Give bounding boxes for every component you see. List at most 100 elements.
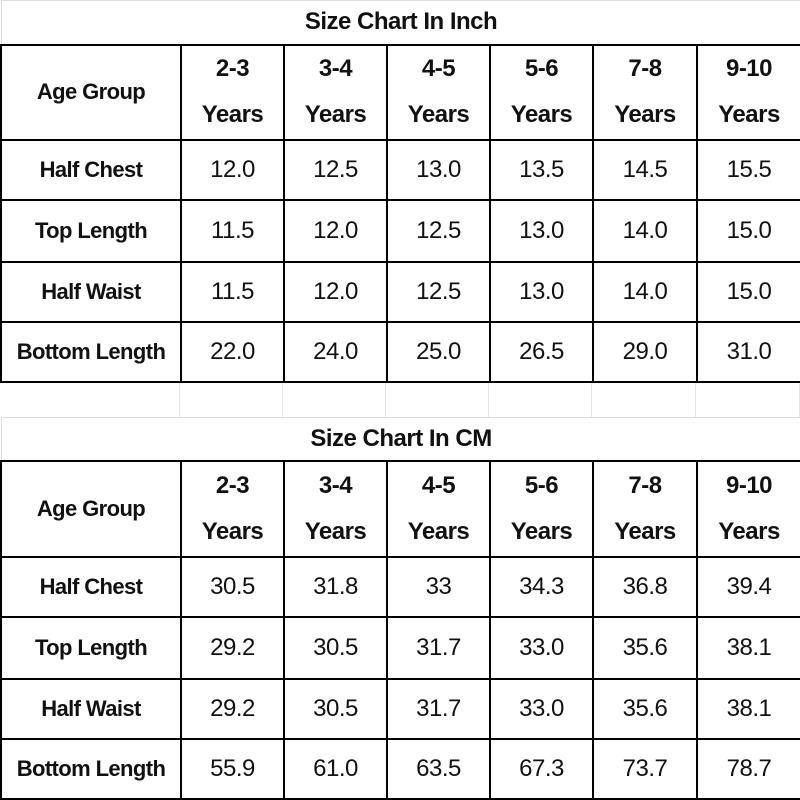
- data-row: Bottom Length 55.9 61.0 63.5 67.3 73.7 78.7: [0, 737, 800, 800]
- row-label: Half Waist: [0, 260, 182, 323]
- row-label: Bottom Length: [0, 320, 182, 383]
- header-label: 7-8 Years: [614, 55, 676, 128]
- cell-value: 29.2: [180, 615, 285, 680]
- header-cell: 9-10 Years: [695, 459, 800, 558]
- data-row: Top Length 29.2 30.5 31.7 33.0 35.6 38.1: [0, 615, 800, 680]
- cell-value: 12.0: [283, 260, 388, 323]
- header-label: 5-6 Years: [510, 471, 573, 545]
- cell-value: 35.6: [592, 615, 698, 680]
- cell-value: 11.5: [180, 260, 285, 323]
- header-label: 4-5 Years: [407, 55, 470, 128]
- cell-value: 29.2: [180, 677, 285, 740]
- header-cell: Age Group: [0, 459, 182, 558]
- cell-value: 78.7: [695, 737, 800, 800]
- cell-value: 39.4: [695, 555, 800, 618]
- cell-value: 22.0: [180, 320, 285, 383]
- header-label: 9-10 Years: [718, 471, 780, 545]
- header-cell: 5-6 Years: [489, 459, 594, 558]
- header-cell: Age Group: [0, 43, 182, 141]
- spacer-cell: [386, 382, 489, 417]
- cell-value: 24.0: [283, 320, 388, 383]
- cell-value: 26.5: [489, 320, 594, 383]
- header-row: Age Group 2-3 Years 3-4 Years 4-5 Years 5-6 …: [0, 459, 800, 558]
- cell-value: 12.5: [386, 198, 491, 263]
- header-cell: 7-8 Years: [592, 459, 698, 558]
- cell-value: 13.0: [489, 260, 594, 323]
- header-cell: 3-4 Years: [283, 43, 388, 141]
- cell-value: 30.5: [283, 615, 388, 680]
- cell-value: 31.8: [283, 555, 388, 618]
- spacer-cell: [696, 382, 800, 417]
- size-table: Size Chart In Inch Age Group 2-3 Years 3-4 …: [0, 0, 800, 383]
- cell-value: 30.5: [180, 555, 285, 618]
- title-row: Size Chart In Inch: [0, 0, 800, 46]
- header-cell: 2-3 Years: [180, 43, 285, 141]
- cell-value: 13.0: [489, 198, 594, 263]
- cell-value: 12.5: [283, 138, 388, 201]
- header-label: 2-3 Years: [201, 55, 264, 128]
- cell-value: 33.0: [489, 677, 594, 740]
- header-cell: 3-4 Years: [283, 459, 388, 558]
- cell-value: 67.3: [489, 737, 594, 800]
- table-title: Size Chart In Inch: [0, 0, 800, 46]
- cell-value: 14.0: [592, 260, 698, 323]
- header-label: 3-4 Years: [304, 55, 367, 128]
- header-label: 7-8 Years: [614, 471, 676, 545]
- spacer-cell: [0, 382, 180, 417]
- data-row: Half Chest 12.0 12.5 13.0 13.5 14.5 15.5: [0, 138, 800, 201]
- cell-value: 38.1: [695, 677, 800, 740]
- cell-value: 11.5: [180, 198, 285, 263]
- spacer-cell: [180, 382, 283, 417]
- data-row: Half Chest 30.5 31.8 33 34.3 36.8 39.4: [0, 555, 800, 618]
- cell-value: 30.5: [283, 677, 388, 740]
- data-row: Bottom Length 22.0 24.0 25.0 26.5 29.0 31.0: [0, 320, 800, 383]
- header-cell: 5-6 Years: [489, 43, 594, 141]
- cell-value: 15.0: [696, 198, 800, 263]
- cell-value: 15.0: [696, 260, 800, 323]
- header-cell: 4-5 Years: [386, 459, 491, 558]
- header-label: Age Group: [36, 495, 146, 521]
- spacer-cell: [283, 382, 386, 417]
- header-cell: 9-10 Years: [696, 43, 800, 141]
- header-label: Age Group: [36, 79, 146, 104]
- row-label: Half Chest: [0, 138, 182, 201]
- cell-value: 12.0: [180, 138, 285, 201]
- table-title: Size Chart In CM: [0, 416, 800, 462]
- cell-value: 31.0: [696, 320, 800, 383]
- header-label: 3-4 Years: [304, 471, 367, 545]
- spacer-cell: [592, 382, 696, 417]
- cell-value: 35.6: [592, 677, 698, 740]
- cell-value: 73.7: [592, 737, 698, 800]
- row-label: Top Length: [0, 198, 182, 263]
- title-row: Size Chart In CM: [0, 416, 800, 462]
- cell-value: 25.0: [386, 320, 491, 383]
- cell-value: 14.5: [592, 138, 698, 201]
- header-cell: 7-8 Years: [592, 43, 698, 141]
- cell-value: 55.9: [180, 737, 285, 800]
- header-cell: 4-5 Years: [386, 43, 491, 141]
- cell-value: 33: [386, 555, 491, 618]
- cell-value: 14.0: [592, 198, 698, 263]
- cell-value: 29.0: [592, 320, 698, 383]
- row-label: Bottom Length: [0, 737, 182, 800]
- cell-value: 12.0: [283, 198, 388, 263]
- cell-value: 36.8: [592, 555, 698, 618]
- cell-value: 38.1: [695, 615, 800, 680]
- header-label: 9-10 Years: [718, 55, 780, 128]
- header-label: 2-3 Years: [201, 471, 264, 545]
- spacer-cell: [489, 382, 592, 417]
- cell-value: 13.0: [386, 138, 491, 201]
- cell-value: 61.0: [283, 737, 388, 800]
- cell-value: 12.5: [386, 260, 491, 323]
- header-row: Age Group 2-3 Years 3-4 Years 4-5 Years 5-6 …: [0, 43, 800, 141]
- header-cell: 2-3 Years: [180, 459, 285, 558]
- cell-value: 31.7: [386, 615, 491, 680]
- row-label: Half Waist: [0, 677, 182, 740]
- data-row: Top Length 11.5 12.0 12.5 13.0 14.0 15.0: [0, 198, 800, 263]
- row-label: Top Length: [0, 615, 182, 680]
- data-row: Half Waist 11.5 12.0 12.5 13.0 14.0 15.0: [0, 260, 800, 323]
- header-label: 5-6 Years: [510, 55, 573, 128]
